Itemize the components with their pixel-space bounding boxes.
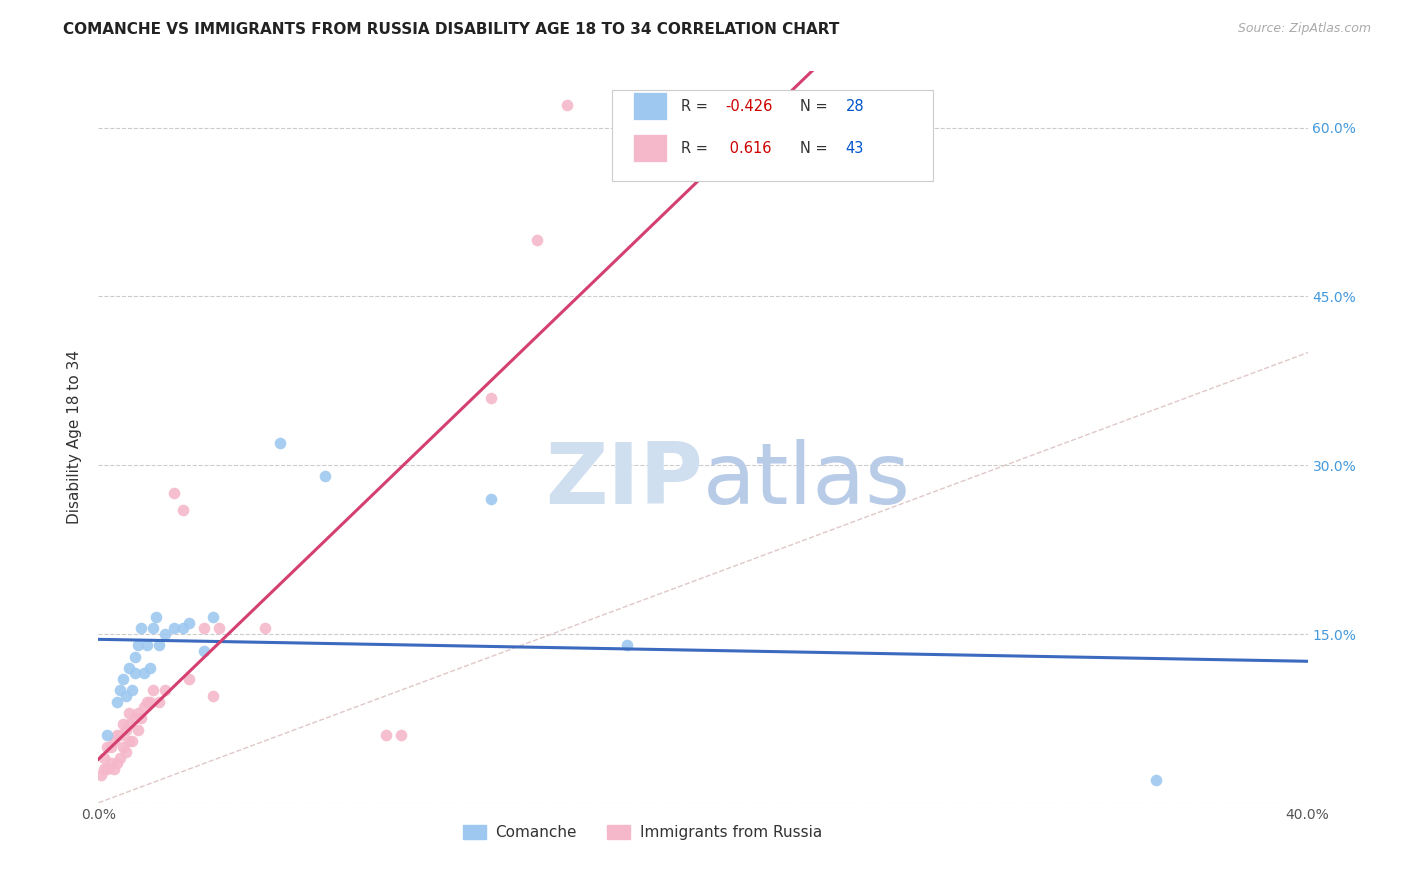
Text: N =: N = (800, 141, 832, 156)
Point (253, 621, 276, 635)
Point (105, 728, 128, 742)
Point (145, 610, 167, 624)
Text: atlas: atlas (703, 440, 911, 523)
Point (153, 627, 176, 641)
Legend: Comanche, Immigrants from Russia: Comanche, Immigrants from Russia (457, 819, 828, 847)
Point (100, 739, 122, 754)
Point (103, 734, 125, 748)
Point (163, 486, 186, 500)
Point (172, 503, 194, 517)
Text: N =: N = (800, 99, 832, 114)
Y-axis label: Disability Age 18 to 34: Disability Age 18 to 34 (67, 350, 83, 524)
Point (129, 621, 152, 635)
Text: 28: 28 (845, 99, 865, 114)
Point (111, 672, 134, 686)
Point (142, 683, 165, 698)
Point (111, 717, 134, 731)
Point (269, 435, 291, 450)
Point (132, 666, 155, 681)
Point (118, 717, 141, 731)
Point (135, 638, 157, 652)
Point (96, 728, 118, 742)
FancyBboxPatch shape (633, 93, 666, 120)
Point (481, 491, 503, 506)
Point (179, 615, 201, 630)
Point (124, 649, 146, 664)
Point (127, 723, 149, 737)
Point (121, 734, 143, 748)
Point (148, 694, 170, 708)
Point (127, 638, 149, 652)
Point (124, 666, 146, 681)
Point (96, 762, 118, 776)
Text: 0.616: 0.616 (724, 141, 772, 156)
Point (135, 694, 157, 708)
Point (139, 694, 162, 708)
Point (105, 756, 128, 771)
Point (121, 683, 143, 698)
Point (96, 739, 118, 754)
Point (526, 233, 548, 247)
Text: -0.426: -0.426 (724, 99, 772, 114)
Text: ZIP: ZIP (546, 440, 703, 523)
Point (555, 98, 578, 112)
Point (132, 700, 155, 714)
Point (114, 723, 136, 737)
Point (90, 767, 112, 781)
Point (208, 621, 231, 635)
Point (103, 762, 125, 776)
Point (118, 661, 141, 675)
Point (153, 683, 176, 698)
Point (193, 644, 215, 658)
Point (163, 621, 186, 635)
FancyBboxPatch shape (633, 135, 666, 162)
Point (129, 711, 152, 725)
Point (108, 751, 131, 765)
Point (193, 621, 215, 635)
Point (202, 610, 225, 624)
Point (1144, 773, 1167, 788)
FancyBboxPatch shape (613, 90, 932, 181)
Point (124, 711, 146, 725)
Point (114, 689, 136, 703)
Point (93, 762, 115, 776)
Text: R =: R = (682, 141, 713, 156)
Point (114, 745, 136, 759)
Point (389, 728, 412, 742)
Point (202, 689, 225, 703)
Point (108, 728, 131, 742)
Point (93, 751, 115, 765)
Point (314, 469, 336, 483)
Point (111, 739, 134, 754)
Point (100, 756, 122, 771)
Point (108, 683, 131, 698)
Point (142, 621, 165, 635)
Point (374, 728, 396, 742)
Text: R =: R = (682, 99, 713, 114)
Point (172, 621, 194, 635)
Point (127, 706, 149, 720)
Text: Source: ZipAtlas.com: Source: ZipAtlas.com (1237, 22, 1371, 36)
Text: COMANCHE VS IMMIGRANTS FROM RUSSIA DISABILITY AGE 18 TO 34 CORRELATION CHART: COMANCHE VS IMMIGRANTS FROM RUSSIA DISAB… (63, 22, 839, 37)
Point (148, 638, 170, 652)
Point (139, 661, 162, 675)
Point (105, 694, 128, 708)
Point (118, 706, 141, 720)
Point (179, 672, 201, 686)
Point (481, 391, 503, 405)
Point (616, 638, 638, 652)
Point (118, 734, 141, 748)
Text: 43: 43 (845, 141, 865, 156)
